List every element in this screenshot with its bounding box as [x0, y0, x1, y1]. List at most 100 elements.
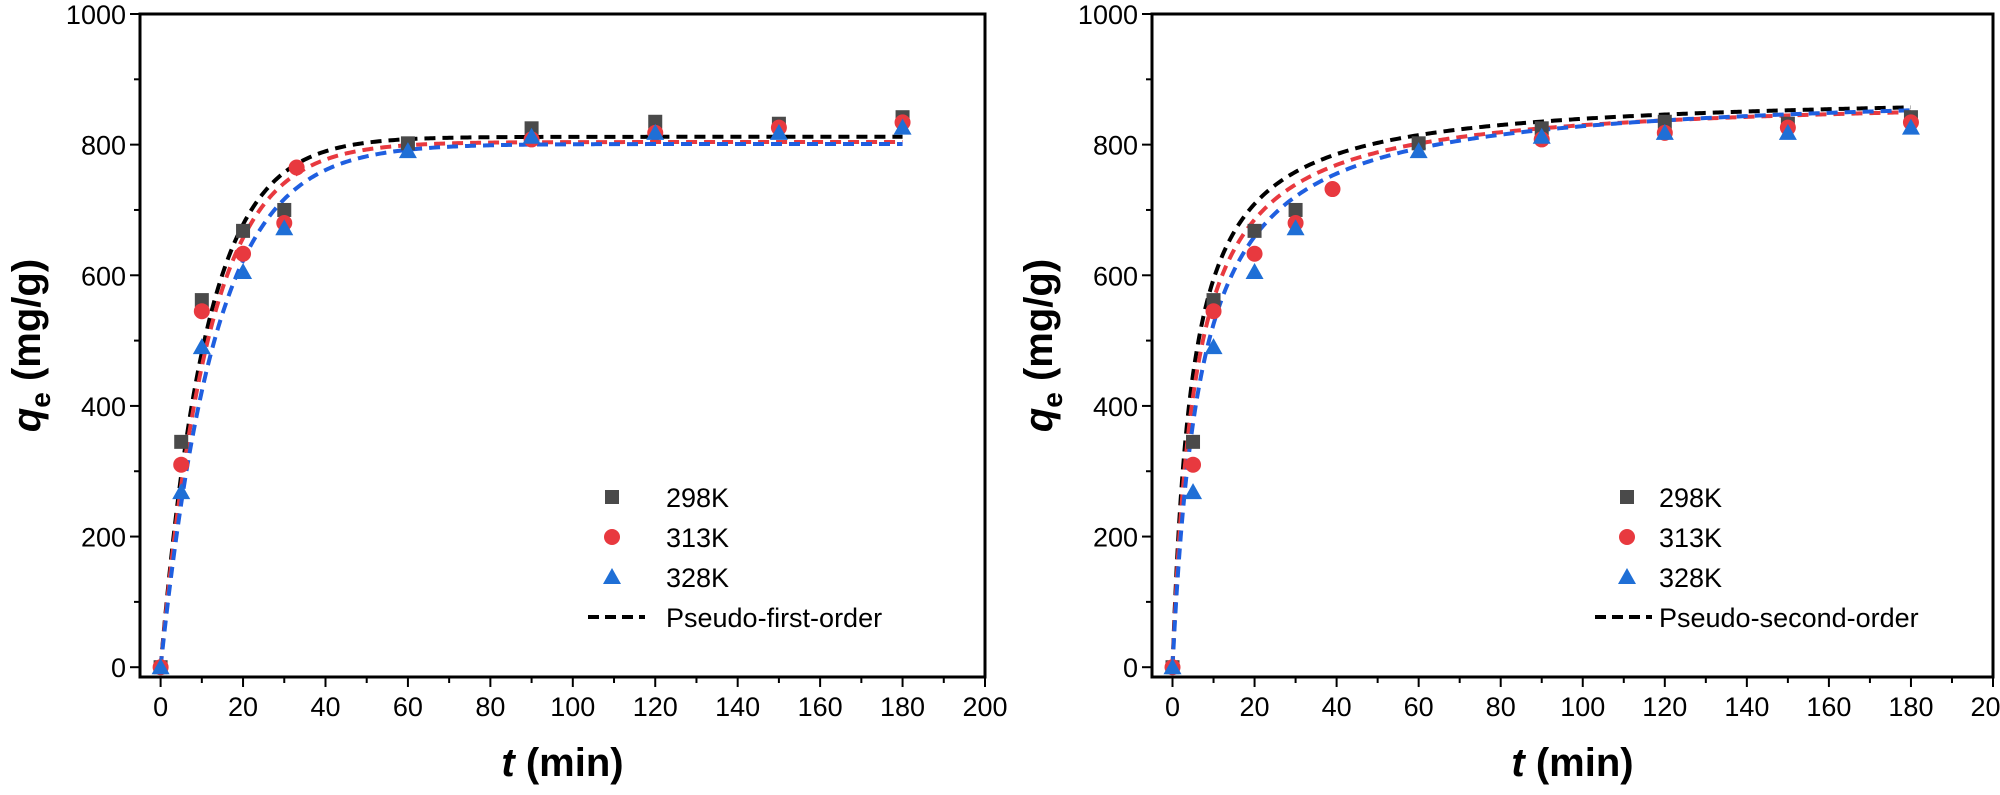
right-legend-marker-298K [1620, 490, 1634, 504]
right-fit-curve-313K [1170, 110, 1911, 668]
left-y-tick-label-800: 800 [81, 131, 126, 161]
right-point-328K-3 [1245, 263, 1264, 280]
right-legend-label-313K: 313K [1659, 523, 1722, 553]
right-x-tick-label-40: 40 [1322, 692, 1352, 722]
left-point-298K-2 [194, 293, 209, 308]
left-point-328K-9 [893, 118, 912, 135]
left-point-328K-8 [769, 123, 788, 140]
left-x-tick-label-40: 40 [310, 692, 340, 722]
left-legend-label-313K: 313K [666, 523, 729, 553]
left-y-tick-label-200: 200 [81, 523, 126, 553]
left-legend-marker-328K [603, 568, 621, 584]
left-x-axis-title: t (min) [501, 741, 623, 785]
right-y-tick-label-800: 800 [1093, 131, 1138, 161]
right-x-tick-label-140: 140 [1724, 692, 1769, 722]
right-y-tick-label-1000: 1000 [1078, 0, 1138, 30]
right-legend-label-328K: 328K [1659, 563, 1722, 593]
left-fit-curve-313K [158, 140, 903, 668]
right-x-tick-label-160: 160 [1806, 692, 1851, 722]
left-legend-label-298K: 298K [666, 483, 729, 513]
right-x-axis-var: t [1511, 741, 1526, 785]
right-point-313K-5 [1324, 181, 1341, 198]
left-x-tick-label-180: 180 [880, 692, 925, 722]
left-y-axis-subscript: e [25, 392, 56, 408]
left-legend-marker-313K [604, 529, 620, 545]
right-point-313K-2 [1205, 303, 1222, 320]
left-y-tick-label-600: 600 [81, 261, 126, 291]
left-legend: 298K 313K 328K Pseudo-first-order [588, 483, 882, 633]
left-y-tick-label-400: 400 [81, 392, 126, 422]
right-x-tick-label-80: 80 [1486, 692, 1516, 722]
left-legend-fit-label: Pseudo-first-order [666, 603, 882, 633]
left-point-298K-1 [174, 434, 189, 449]
right-panel: 0 20 40 60 80 100 120 140 160 180 200 0 200 400 600 800… [1017, 0, 2000, 785]
right-x-tick-label-180: 180 [1888, 692, 1933, 722]
right-point-313K-1 [1185, 456, 1202, 473]
right-point-328K-8 [1778, 123, 1797, 140]
right-point-328K-4 [1286, 219, 1305, 236]
right-plot-frame [1150, 12, 1995, 679]
right-x-tick-label-60: 60 [1404, 692, 1434, 722]
left-y-tick-label-0: 0 [111, 653, 126, 683]
left-fit-curve-298K [158, 134, 903, 668]
right-y-axis-var: q [1017, 408, 1061, 432]
right-point-328K-0 [1163, 658, 1182, 675]
left-point-328K-4 [275, 219, 294, 236]
left-x-tick-label-120: 120 [633, 692, 678, 722]
left-x-tick-label-100: 100 [550, 692, 595, 722]
right-x-axis-title: t (min) [1511, 741, 1633, 785]
right-legend: 298K 313K 328K Pseudo-second-order [1595, 483, 1919, 633]
left-point-298K-3 [236, 223, 251, 238]
left-y-axis-var: q [5, 408, 49, 432]
right-point-298K-2 [1206, 293, 1221, 308]
right-y-axis-unit: (mg/g) [1017, 259, 1061, 392]
right-legend-fit-label: Pseudo-second-order [1659, 603, 1919, 633]
left-fit-curve-328K [158, 141, 903, 668]
right-point-328K-7 [1655, 123, 1674, 140]
right-point-313K-3 [1246, 245, 1263, 262]
left-point-328K-3 [234, 263, 253, 280]
right-legend-marker-328K [1618, 568, 1636, 584]
left-panel: 0 20 40 60 80 100 120 140 160 180 200 0 200 400 600 800… [5, 0, 1008, 785]
left-point-313K-2 [193, 303, 210, 320]
right-point-328K-6 [1532, 127, 1551, 144]
left-x-tick-label-160: 160 [798, 692, 843, 722]
left-y-axis-unit: (mg/g) [5, 259, 49, 392]
right-point-328K-9 [1901, 118, 1920, 135]
left-x-tick-label-0: 0 [153, 692, 168, 722]
right-x-tick-label-0: 0 [1165, 692, 1180, 722]
left-point-328K-6 [522, 127, 541, 144]
right-point-298K-3 [1247, 223, 1262, 238]
right-point-328K-2 [1204, 338, 1223, 355]
left-x-tick-label-200: 200 [962, 692, 1007, 722]
left-point-298K-4 [277, 202, 292, 217]
right-point-328K-5 [1409, 142, 1428, 159]
right-y-axis-subscript: e [1037, 392, 1068, 408]
left-plot-frame [138, 12, 987, 679]
left-x-tick-label-20: 20 [228, 692, 258, 722]
right-point-298K-1 [1186, 434, 1201, 449]
right-x-tick-label-200: 200 [1970, 692, 2000, 722]
left-point-313K-5 [288, 159, 305, 176]
left-x-tick-label-80: 80 [475, 692, 505, 722]
left-point-328K-7 [646, 123, 665, 140]
right-legend-label-298K: 298K [1659, 483, 1722, 513]
left-point-313K-1 [173, 456, 190, 473]
right-fit-curve-328K [1170, 108, 1911, 668]
right-x-tick-label-120: 120 [1642, 692, 1687, 722]
left-x-tick-label-60: 60 [393, 692, 423, 722]
right-x-tick-label-20: 20 [1240, 692, 1270, 722]
right-y-tick-label-600: 600 [1093, 261, 1138, 291]
left-x-tick-label-140: 140 [715, 692, 760, 722]
right-fit-curve-298K [1170, 105, 1911, 668]
left-point-328K-1 [172, 483, 191, 500]
left-point-298K-7 [648, 114, 663, 129]
left-y-tick-label-1000: 1000 [66, 0, 126, 30]
right-legend-marker-313K [1619, 529, 1635, 545]
right-point-298K-7 [1657, 114, 1672, 129]
right-x-axis-unit: (min) [1525, 741, 1634, 785]
right-y-axis-title: qe (mg/g) [1017, 259, 1068, 432]
right-point-328K-1 [1184, 483, 1203, 500]
